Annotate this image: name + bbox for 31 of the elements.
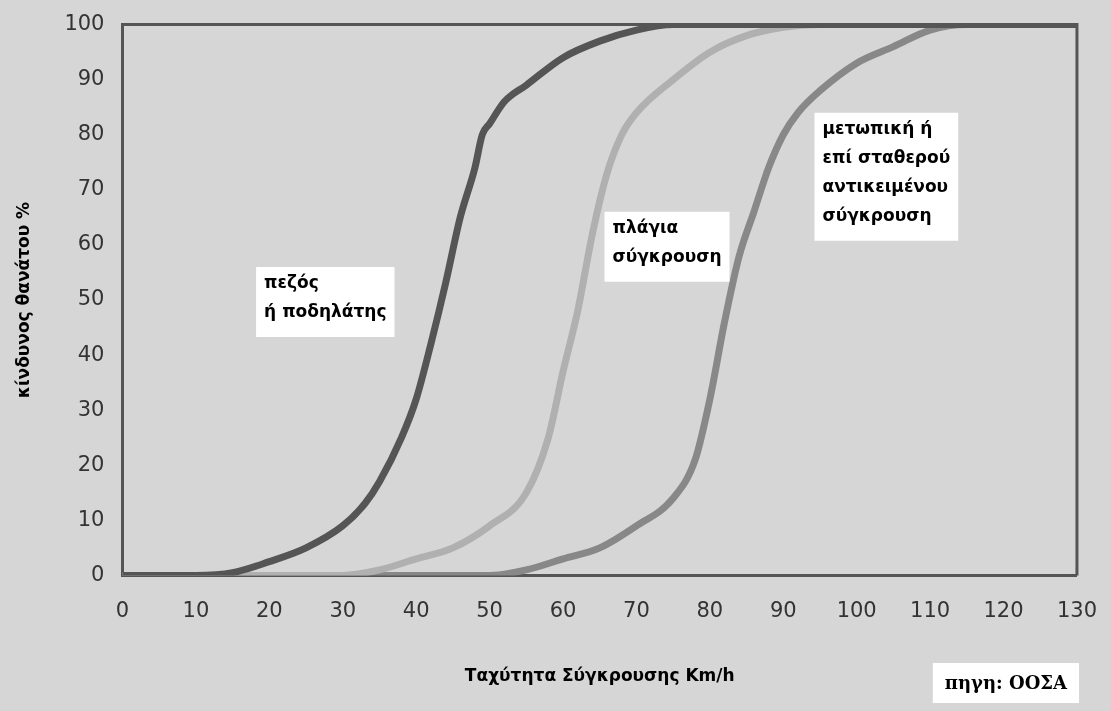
y-tick-label: 0 [91, 561, 105, 586]
y-tick-label: 20 [77, 451, 105, 476]
series-label: πλάγια σύγκρουση [612, 216, 722, 266]
y-tick-label: 50 [77, 286, 105, 311]
x-tick-label: 130 [1056, 598, 1098, 623]
text: πηγη: ΟΟΣΑ [944, 671, 1069, 693]
x-tick-label: 0 [115, 598, 130, 623]
x-axis-title: Ταχύτητα Σύγκρουσης Km/h [464, 665, 735, 686]
y-tick-label: 10 [77, 506, 105, 531]
x-tick-label: 120 [983, 598, 1024, 623]
y-tick-label: 80 [77, 121, 105, 146]
x-tick-label: 30 [329, 598, 357, 623]
x-tick-label: 60 [549, 598, 577, 623]
x-tick-label: 80 [696, 598, 724, 623]
x-tick-label: 110 [910, 598, 951, 623]
y-tick-label: 100 [64, 11, 105, 36]
y-tick-label: 40 [77, 341, 105, 366]
x-tick-label: 40 [402, 598, 430, 623]
x-tick-label: 10 [182, 598, 210, 623]
x-tick-label: 50 [476, 598, 503, 623]
x-tick-label: 90 [769, 598, 797, 623]
y-axis-title: κίνδυνος θανάτου % [12, 201, 33, 399]
y-tick-label: 70 [77, 176, 105, 201]
x-tick-label: 70 [623, 598, 650, 623]
y-tick-label: 90 [77, 66, 105, 91]
series-label: μετωπική ή επί σταθερού αντικειμένου σύγκρουση [822, 117, 951, 225]
text: πεζός ή ποδηλάτης [264, 271, 387, 321]
y-tick-label: 30 [77, 396, 105, 421]
y-tick-label: 60 [77, 231, 105, 256]
x-tick-label: 20 [255, 598, 283, 623]
x-tick-label: 100 [836, 598, 877, 623]
